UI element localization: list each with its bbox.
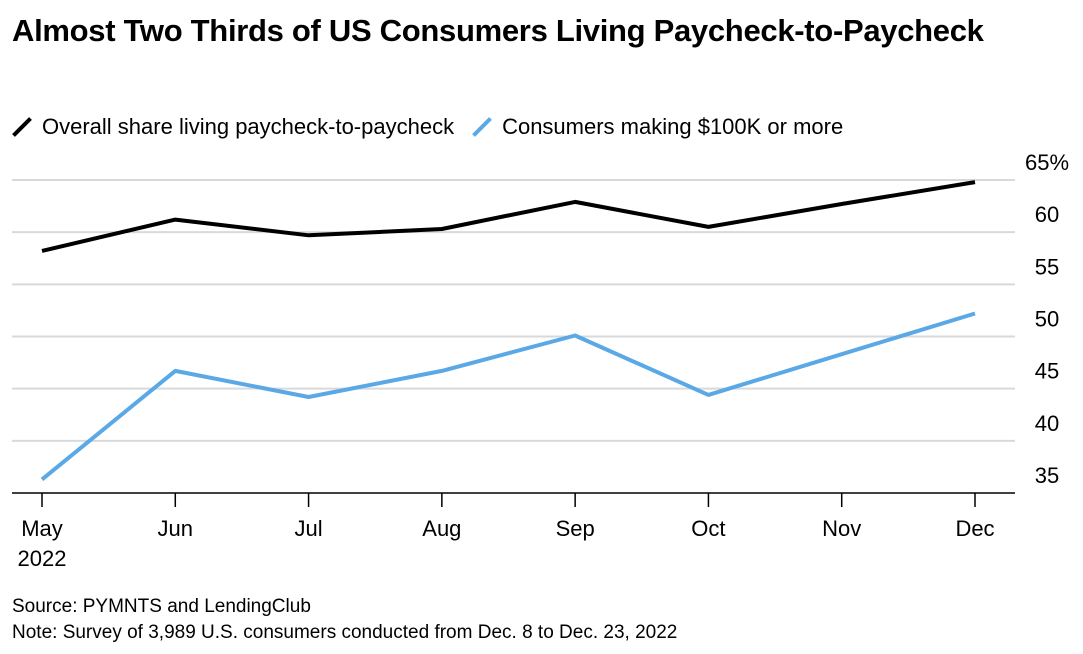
x-tick-label-sep: Sep: [556, 516, 595, 541]
legend-label-overall: Overall share living paycheck-to-paychec…: [42, 114, 455, 139]
x-tick-label-aug: Aug: [422, 516, 461, 541]
legend-label-100k: Consumers making $100K or more: [502, 114, 844, 139]
x-tick-label-jul: Jul: [295, 516, 323, 541]
legend-swatch-100k: [472, 117, 492, 137]
x-tick-label-may: May: [21, 516, 63, 541]
y-tick-label-45: 45: [1035, 359, 1059, 384]
legend-swatch-overall: [12, 117, 32, 137]
source-text: Source: PYMNTS and LendingClub: [12, 596, 311, 617]
note-text: Note: Survey of 3,989 U.S. consumers con…: [12, 622, 678, 643]
legend-item-100k: Consumers making $100K or more: [472, 114, 843, 140]
chart-title: Almost Two Thirds of US Consumers Living…: [12, 13, 984, 48]
series-line-overall: [41, 180, 976, 253]
x-tick-label-jun: Jun: [158, 516, 193, 541]
series-line-100k: [40, 311, 976, 481]
y-tick-label-50: 50: [1035, 307, 1059, 332]
legend-item-overall: Overall share living paycheck-to-paychec…: [12, 114, 454, 140]
y-tick-label-65: 65%: [1025, 150, 1069, 175]
x-tick-sublabel-may: 2022: [18, 546, 67, 571]
y-tick-label-60: 60: [1035, 202, 1059, 227]
y-tick-label-40: 40: [1035, 411, 1059, 436]
legend: Overall share living paycheck-to-paychec…: [12, 112, 861, 142]
y-tick-label-55: 55: [1035, 254, 1059, 279]
y-tick-label-35: 35: [1035, 463, 1059, 488]
x-tick-label-dec: Dec: [955, 516, 994, 541]
line-chart: 35 40 45 50 55 60 65% May 2022 Jun Jul Aug Sep Oct Nov…: [12, 150, 1069, 571]
x-tick-label-nov: Nov: [822, 516, 861, 541]
x-tick-label-oct: Oct: [691, 516, 725, 541]
